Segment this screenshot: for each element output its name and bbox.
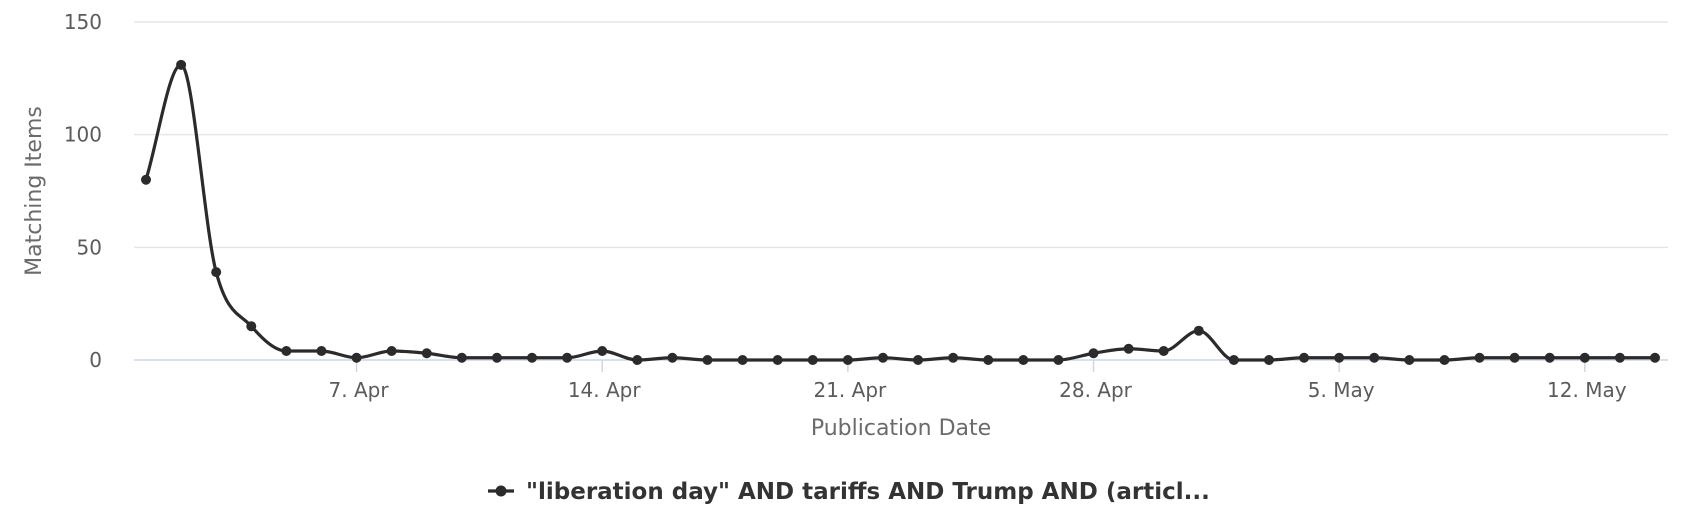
data-point-marker[interactable]: [1263, 355, 1274, 365]
data-point-marker[interactable]: [877, 352, 888, 363]
data-point-marker[interactable]: [1053, 355, 1064, 365]
data-point-marker[interactable]: [1018, 355, 1029, 365]
data-point-marker[interactable]: [176, 59, 187, 70]
y-axis-title: Matching Items: [22, 106, 47, 276]
data-point-marker[interactable]: [1193, 325, 1204, 336]
data-point-marker[interactable]: [141, 174, 151, 185]
data-point-marker[interactable]: [667, 352, 678, 363]
data-point-marker[interactable]: [386, 345, 397, 356]
data-point-marker[interactable]: [1123, 343, 1134, 354]
y-tick-label: 100: [64, 123, 102, 147]
data-point-marker[interactable]: [421, 348, 432, 359]
x-tick-label: 21. Apr: [813, 378, 887, 402]
data-point-marker[interactable]: [1544, 352, 1555, 363]
data-point-marker[interactable]: [842, 355, 853, 365]
data-point-marker[interactable]: [597, 345, 608, 356]
data-point-marker[interactable]: [1650, 352, 1660, 363]
data-point-marker[interactable]: [772, 355, 783, 365]
data-point-marker[interactable]: [316, 345, 327, 356]
data-point-marker[interactable]: [737, 355, 748, 365]
data-point-marker[interactable]: [983, 355, 994, 365]
data-point-marker[interactable]: [211, 267, 222, 278]
x-axis: 7. Apr 14. Apr 21. Apr 28. Apr 5. May 12. May: [329, 360, 1627, 402]
x-tick-label: 14. Apr: [568, 378, 642, 402]
x-axis-title: Publication Date: [811, 416, 991, 441]
legend[interactable]: "liberation day" AND tariffs AND Trump A…: [488, 479, 1210, 505]
data-point-marker[interactable]: [1404, 355, 1415, 365]
y-axis: 0 50 100 150: [64, 10, 102, 372]
series-group: [141, 59, 1660, 365]
data-point-marker[interactable]: [281, 345, 292, 356]
data-point-marker[interactable]: [1614, 352, 1625, 363]
data-point-marker[interactable]: [456, 352, 467, 363]
data-point-marker[interactable]: [1579, 352, 1590, 363]
x-tick-label: 5. May: [1308, 378, 1375, 402]
y-tick-label: 150: [64, 10, 102, 34]
data-point-marker[interactable]: [1334, 352, 1345, 363]
x-tick-label: 7. Apr: [329, 378, 390, 402]
data-point-marker[interactable]: [1228, 355, 1239, 365]
data-point-marker[interactable]: [702, 355, 713, 365]
legend-item-label[interactable]: "liberation day" AND tariffs AND Trump A…: [526, 479, 1210, 505]
gridlines: [134, 21, 1668, 361]
data-point-marker[interactable]: [491, 352, 502, 363]
data-point-marker[interactable]: [1369, 352, 1380, 363]
data-point-marker[interactable]: [1439, 355, 1450, 365]
y-tick-label: 0: [89, 348, 102, 372]
data-point-marker[interactable]: [527, 352, 538, 363]
legend-marker-symbol: [495, 485, 507, 497]
data-point-marker[interactable]: [807, 355, 818, 365]
data-point-marker[interactable]: [632, 355, 643, 365]
data-point-marker[interactable]: [1158, 345, 1169, 356]
data-point-marker[interactable]: [1509, 352, 1520, 363]
data-point-marker[interactable]: [246, 321, 257, 332]
data-point-marker[interactable]: [948, 352, 959, 363]
data-point-marker[interactable]: [913, 355, 924, 365]
data-point-marker[interactable]: [1088, 348, 1099, 359]
x-tick-label: 28. Apr: [1059, 378, 1133, 402]
data-point-marker[interactable]: [351, 352, 362, 363]
x-tick-label: 12. May: [1547, 378, 1627, 402]
data-point-marker[interactable]: [562, 352, 573, 363]
data-point-marker[interactable]: [1474, 352, 1485, 363]
y-tick-label: 50: [77, 235, 102, 259]
data-point-marker[interactable]: [1299, 352, 1310, 363]
series-line[interactable]: [144, 63, 1657, 362]
